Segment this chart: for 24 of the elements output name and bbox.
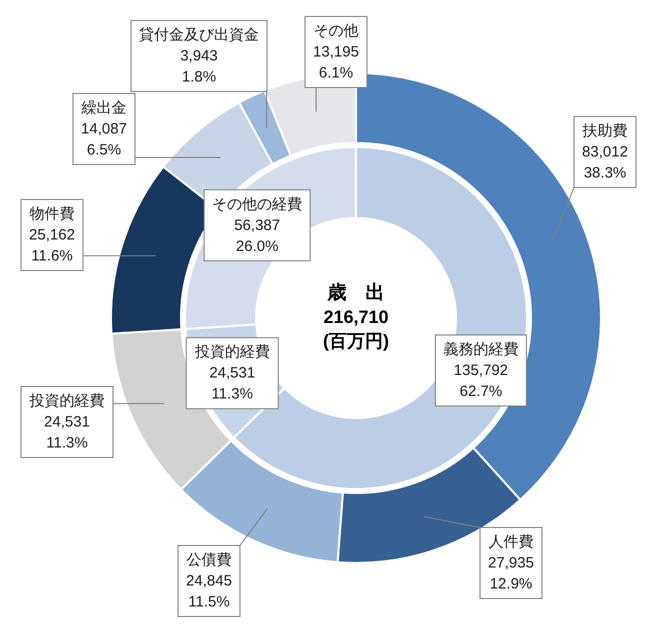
text: 歳 出 — [326, 282, 384, 304]
data-label: 27,935 12.9% — [488, 554, 534, 592]
data-label: 13,195 6.1% — [313, 44, 359, 82]
slice-label: その他 — [314, 22, 358, 40]
slice-label: その他の経費 — [212, 196, 302, 213]
data-label: 24,531 11.3% — [209, 364, 256, 403]
slice-label: 扶助費 — [582, 122, 628, 140]
data-label: 135,792 62.7% — [454, 362, 508, 400]
slice-label: 人件費 — [488, 534, 534, 550]
slice-label: 貸付金及び出資金 — [139, 26, 259, 44]
slice-label: 公債費 — [186, 552, 232, 568]
slice-label: 繰出金 — [80, 100, 126, 116]
data-label: 24,845 11.5% — [186, 572, 232, 610]
slice-label: 物件費 — [30, 206, 74, 222]
data-label: 56,387 26.0% — [234, 216, 280, 255]
data-label: 83,012 38.3% — [582, 144, 628, 182]
data-label: 3,943 1.8% — [180, 48, 218, 86]
data-label: 24,531 11.3% — [44, 414, 90, 452]
text: 216,710 (百万円) — [323, 307, 389, 351]
slice-label: 投資的経費 — [28, 392, 104, 410]
slice-label: 義務的経費 — [443, 340, 518, 358]
data-label: 14,087 6.5% — [81, 120, 127, 158]
data-label: 25,162 11.6% — [29, 226, 75, 264]
slice-label: 投資的経費 — [194, 344, 270, 361]
